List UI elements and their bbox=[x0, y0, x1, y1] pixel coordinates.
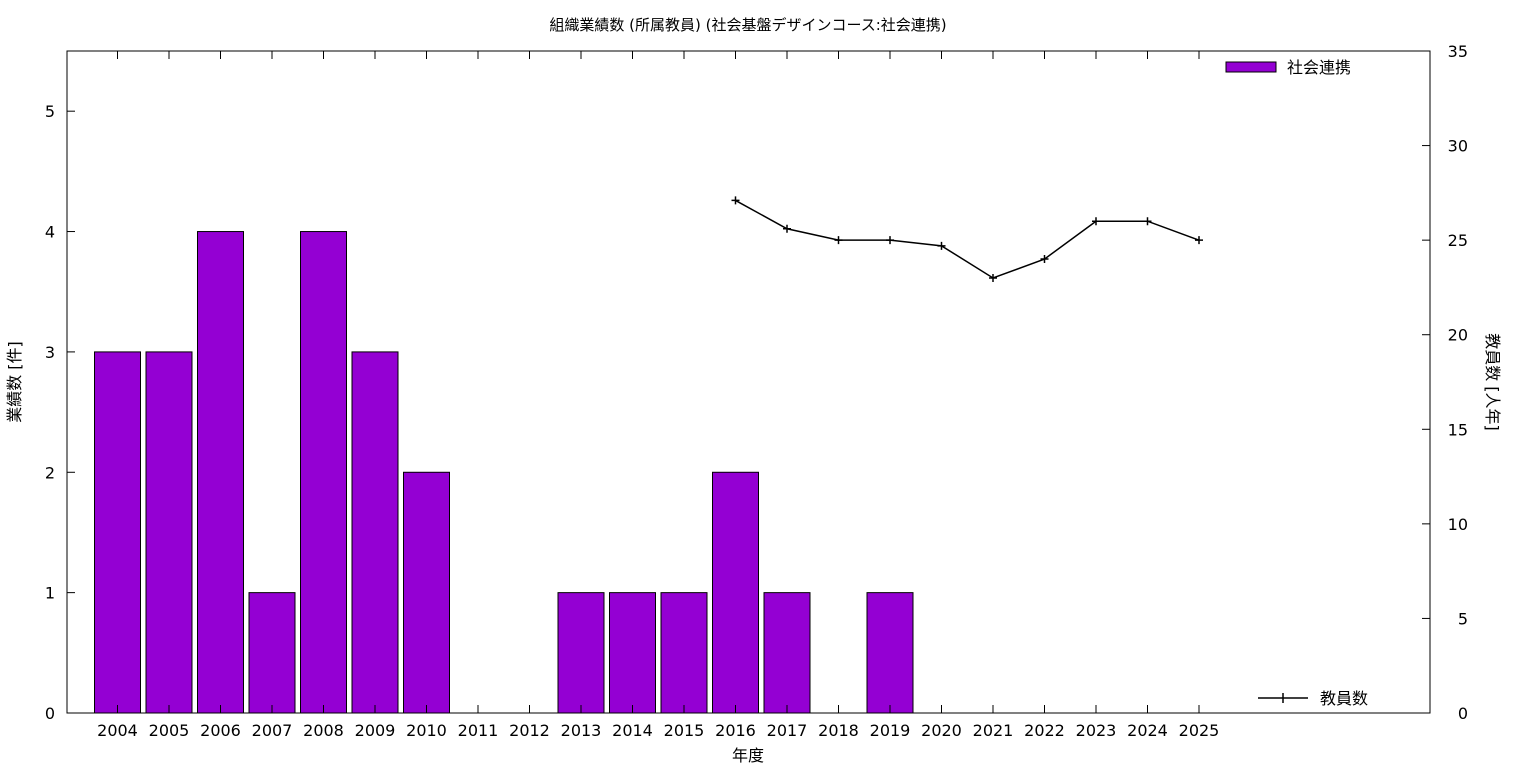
x-tick-label-2007: 2007 bbox=[252, 721, 293, 740]
x-tick-label-2023: 2023 bbox=[1076, 721, 1117, 740]
line-point-2022 bbox=[1040, 255, 1049, 264]
y-tick-label-5: 5 bbox=[45, 102, 55, 121]
line-point-2017 bbox=[783, 224, 791, 233]
bar-2014 bbox=[609, 592, 656, 714]
bar-2015 bbox=[660, 592, 708, 714]
x-tick-label-2015: 2015 bbox=[664, 721, 705, 740]
bar-2017 bbox=[763, 592, 811, 714]
line-series bbox=[731, 196, 1203, 282]
x-tick-label-2004: 2004 bbox=[97, 721, 138, 740]
x-axis-label: 年度 bbox=[732, 746, 764, 765]
x-tick-label-2006: 2006 bbox=[200, 721, 241, 740]
x-tick-label-2017: 2017 bbox=[767, 721, 808, 740]
y2-tick-label-35: 35 bbox=[1448, 42, 1468, 61]
legend-line-label: 教員数 bbox=[1320, 689, 1368, 708]
y-tick-label-4: 4 bbox=[45, 223, 55, 242]
legend-bars: 社会連携 bbox=[1225, 58, 1351, 77]
y-tick-label-0: 0 bbox=[45, 704, 55, 723]
line-point-2023 bbox=[1092, 217, 1100, 226]
plot-frame bbox=[66, 50, 1431, 714]
x-tick-label-2020: 2020 bbox=[921, 721, 962, 740]
y2-tick-label-20: 20 bbox=[1448, 326, 1468, 345]
bar-2005 bbox=[145, 351, 193, 714]
bar-series bbox=[94, 231, 914, 714]
line-path bbox=[735, 199, 1200, 279]
y2-tick-label-5: 5 bbox=[1458, 609, 1468, 628]
y2-axis-label: 教員数 [人年] bbox=[1483, 333, 1502, 431]
y-axis-label: 業績数 [件] bbox=[5, 341, 24, 423]
x-tick-label-2018: 2018 bbox=[818, 721, 859, 740]
line-point-2016 bbox=[731, 196, 740, 205]
x-tick-labels: 2004 2005 2006 2007 2008 2009 2010 2011 2012 2013… bbox=[97, 721, 1219, 740]
bar-2007 bbox=[248, 592, 296, 714]
line-point-2025 bbox=[1195, 236, 1203, 245]
legend-bar-label: 社会連携 bbox=[1287, 58, 1351, 77]
y-tick-label-2: 2 bbox=[45, 463, 55, 482]
x-tick-label-2012: 2012 bbox=[509, 721, 550, 740]
x-tick-label-2019: 2019 bbox=[870, 721, 911, 740]
legend-bar-swatch bbox=[1225, 61, 1277, 73]
line-point-2021 bbox=[989, 273, 997, 282]
line-point-2024 bbox=[1143, 217, 1152, 226]
line-point-2019 bbox=[886, 236, 894, 245]
y-tick-label-1: 1 bbox=[45, 584, 55, 603]
bar-2010 bbox=[403, 471, 450, 714]
line-point-2020 bbox=[937, 241, 946, 250]
bar-2016 bbox=[712, 471, 759, 714]
x-tick-label-2022: 2022 bbox=[1024, 721, 1065, 740]
bar-2006 bbox=[197, 231, 244, 714]
bar-2008 bbox=[300, 231, 347, 714]
bar-2013 bbox=[557, 592, 605, 714]
x-tick-label-2016: 2016 bbox=[715, 721, 756, 740]
y2-tick-labels: 0 5 10 15 20 25 30 35 bbox=[1448, 42, 1468, 723]
x-tick-label-2008: 2008 bbox=[303, 721, 344, 740]
x-tick-label-2024: 2024 bbox=[1127, 721, 1168, 740]
x-tick-label-2021: 2021 bbox=[973, 721, 1014, 740]
bar-2009 bbox=[351, 351, 399, 714]
y2-tick-label-30: 30 bbox=[1448, 137, 1468, 156]
y-tick-label-3: 3 bbox=[45, 343, 55, 362]
bar-2019 bbox=[866, 592, 914, 714]
chart-title: 組織業績数 (所属教員) (社会基盤デザインコース:社会連携) bbox=[549, 16, 946, 34]
x-tick-label-2010: 2010 bbox=[406, 721, 447, 740]
legend-line: 教員数 bbox=[1258, 689, 1368, 708]
y-tick-labels: 0 1 2 3 4 5 bbox=[45, 102, 55, 723]
x-tick-label-2005: 2005 bbox=[149, 721, 190, 740]
x-tick-label-2014: 2014 bbox=[612, 721, 653, 740]
y2-tick-label-15: 15 bbox=[1448, 420, 1468, 439]
y2-tick-label-25: 25 bbox=[1448, 231, 1468, 250]
x-tick-label-2011: 2011 bbox=[458, 721, 499, 740]
x-tick-label-2013: 2013 bbox=[561, 721, 602, 740]
y2-tick-label-10: 10 bbox=[1448, 515, 1468, 534]
x-tick-label-2025: 2025 bbox=[1179, 721, 1220, 740]
line-point-2018 bbox=[834, 236, 843, 245]
x-tick-label-2009: 2009 bbox=[355, 721, 396, 740]
bar-2004 bbox=[94, 351, 141, 714]
y2-tick-label-0: 0 bbox=[1458, 704, 1468, 723]
axis-ticks bbox=[67, 50, 1430, 714]
